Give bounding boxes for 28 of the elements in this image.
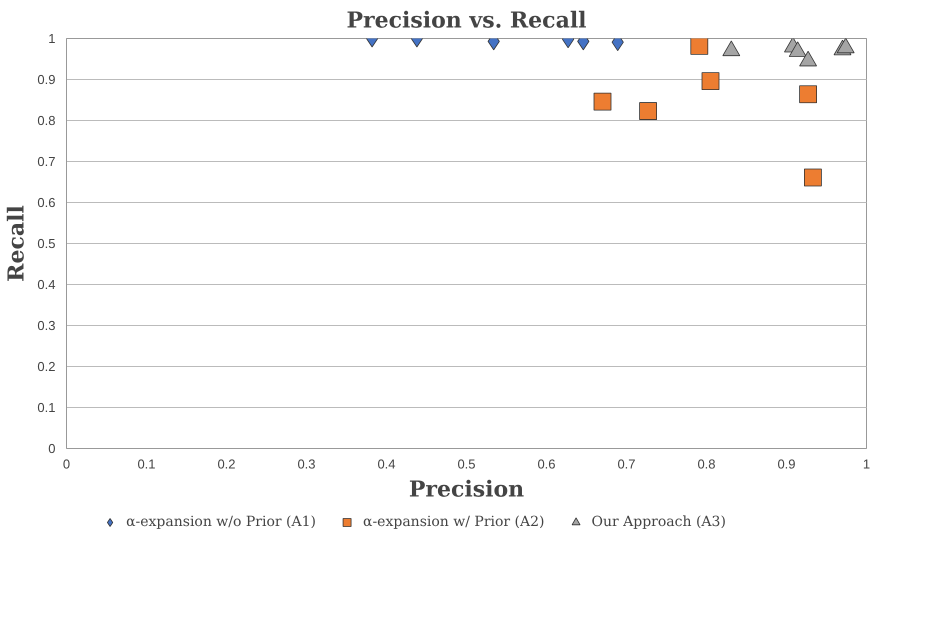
x-tick-label: 0.2 xyxy=(217,456,236,472)
x-tick-label: 0.4 xyxy=(377,456,396,472)
x-tick-label: 1 xyxy=(862,456,870,472)
y-tick-label: 0.3 xyxy=(37,318,56,333)
y-tick-label: 0.2 xyxy=(37,359,56,374)
legend-label: Our Approach (A3) xyxy=(592,514,726,530)
legend-label: α-expansion w/o Prior (A1) xyxy=(126,514,316,530)
x-tick-label: 0.5 xyxy=(457,456,476,472)
x-tick-label: 0.8 xyxy=(697,456,716,472)
x-tick-label: 0.6 xyxy=(537,456,556,472)
x-axis-title: Precision xyxy=(408,476,524,502)
y-tick-label: 1 xyxy=(48,31,56,46)
y-tick-label: 0.9 xyxy=(37,72,56,87)
x-tick-label: 0.3 xyxy=(297,456,316,472)
x-tick-label: 0.1 xyxy=(137,456,156,472)
y-tick-label: 0.6 xyxy=(37,195,56,210)
chart-title: Precision vs. Recall xyxy=(346,8,587,34)
legend-label: α-expansion w/ Prior (A2) xyxy=(363,514,545,530)
x-tick-label: 0.7 xyxy=(617,456,636,472)
y-tick-label: 0.1 xyxy=(37,400,56,415)
y-tick-label: 0.4 xyxy=(37,277,56,292)
x-tick-label: 0 xyxy=(62,456,70,472)
y-tick-label: 0.8 xyxy=(37,113,56,128)
y-axis-title: Recall xyxy=(3,205,30,282)
y-tick-label: 0.7 xyxy=(37,154,56,169)
y-tick-label: 0.5 xyxy=(37,236,56,251)
x-tick-label: 0.9 xyxy=(777,456,796,472)
y-tick-label: 0 xyxy=(48,441,56,456)
